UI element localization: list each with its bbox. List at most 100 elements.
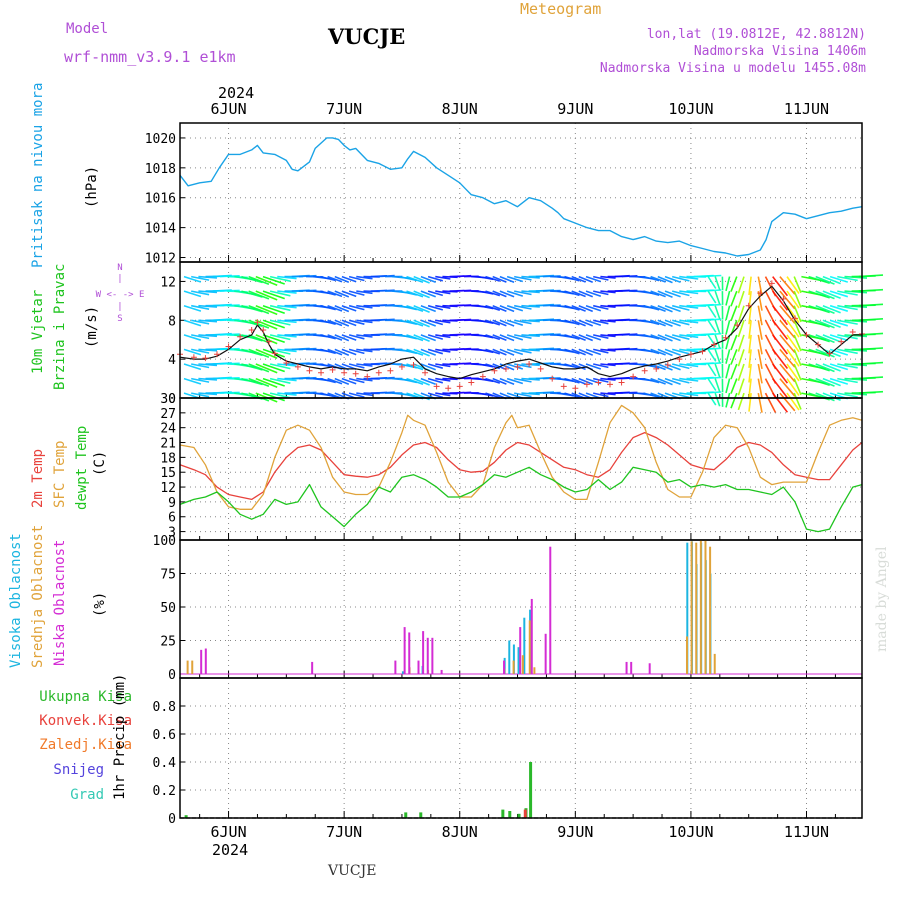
wind-arrow	[413, 275, 430, 284]
wind-arrow	[737, 290, 745, 309]
wind-arrow	[183, 275, 202, 283]
wind-arrow	[786, 392, 800, 411]
wind-gust-mark	[398, 363, 405, 370]
wind-arrow	[593, 304, 609, 310]
wind-arrow	[650, 334, 666, 342]
wind-arrow	[341, 377, 357, 385]
wind-arrow	[650, 290, 666, 298]
wind-gust-mark	[387, 367, 394, 374]
wind-arrow	[341, 348, 357, 356]
wind-gust-mark	[514, 363, 521, 370]
wind-arrow	[593, 392, 609, 398]
wind-arrow	[506, 334, 524, 341]
wind-arrow	[356, 304, 373, 309]
wind-arrow	[730, 305, 738, 322]
conv-rain-label: Konvek.Kisa	[39, 713, 132, 729]
high-cloud-bar	[686, 542, 689, 674]
wind-arrow	[837, 392, 858, 398]
wind-arrow	[664, 275, 681, 283]
wind-arrow	[672, 304, 690, 311]
wind-arrow	[435, 377, 451, 382]
wind-arrow	[191, 319, 210, 325]
wind-arrow	[730, 392, 738, 409]
wind-arrow	[499, 334, 515, 342]
wind-arrow	[585, 363, 602, 370]
wind-gust-mark	[722, 334, 729, 341]
wind-arrow	[815, 290, 835, 300]
wind-arrow	[585, 290, 602, 297]
wind-gust-mark	[260, 327, 267, 333]
wind-arrow	[334, 290, 350, 298]
wind-arrow	[341, 319, 357, 327]
high-cloud-bar	[517, 647, 520, 674]
wind-arrow	[779, 290, 796, 310]
wind-arrow	[427, 290, 444, 297]
wind-arrow	[427, 377, 444, 384]
wind-gust-mark	[838, 338, 845, 345]
wind-gust-mark	[375, 369, 382, 376]
wind-arrow	[348, 275, 365, 282]
total-rain-label: Ukupna Kisa	[39, 689, 132, 705]
compass-bar-bottom: |	[117, 302, 122, 312]
wind-arrow	[779, 348, 796, 368]
low-cloud-bar	[311, 661, 314, 674]
wind-arrow	[492, 319, 507, 327]
wind-arrow	[664, 290, 681, 298]
wind-arrow	[737, 334, 745, 352]
panel-border	[179, 122, 863, 263]
wind-gust-mark	[364, 373, 371, 380]
wind-gust-mark	[849, 328, 856, 335]
total-rain-bar	[529, 762, 533, 818]
wind-arrow	[772, 319, 789, 340]
wind-arrow	[737, 276, 745, 294]
wind-arrow	[571, 334, 586, 341]
wind-arrow	[700, 289, 722, 292]
wind-arrow	[413, 319, 430, 328]
wind-arrow	[657, 304, 673, 313]
wind-arrow	[348, 363, 365, 369]
wind-arrow	[348, 290, 365, 296]
wind-arrow	[341, 290, 357, 298]
wind-arrow	[808, 319, 830, 328]
wind-arrow	[829, 290, 849, 298]
wind-arrow	[786, 348, 800, 367]
wind-arrow	[571, 319, 586, 327]
wind-arrow	[672, 377, 690, 384]
wind-arrow	[571, 377, 586, 385]
wind-label-2: Brzina i Pravac	[52, 264, 68, 390]
mid-cloud-bar	[191, 660, 194, 674]
low-cloud-bar	[544, 633, 547, 674]
wind-arrow	[183, 290, 202, 298]
wind-arrow	[578, 290, 594, 298]
wind-arrow	[277, 290, 297, 294]
wind-arrow	[327, 334, 343, 341]
compass-we: W <- -> E	[96, 290, 145, 300]
wind-arrow	[815, 348, 835, 358]
wind-arrow	[725, 320, 731, 335]
wind-arrow	[578, 348, 594, 356]
wind-arrow	[664, 304, 681, 313]
wind-arrow	[248, 290, 270, 300]
wind-arrow	[786, 319, 800, 338]
wind-gust-mark	[213, 351, 220, 358]
temp2m-label: 2m Temp	[30, 449, 46, 508]
wind-gust-mark	[456, 383, 463, 390]
wind-arrow	[822, 275, 841, 285]
wind-arrow	[714, 305, 721, 320]
wind-arrow	[714, 276, 721, 290]
wind-arrow	[793, 349, 802, 367]
wind-gust-mark	[526, 361, 533, 367]
wind-arrow	[485, 319, 501, 326]
wind-arrow	[277, 348, 297, 353]
wind-arrow	[269, 392, 291, 399]
station-title: VUCJE	[327, 24, 405, 49]
wind-arrow	[492, 334, 507, 342]
y-tick-label: 12	[160, 481, 176, 496]
wind-arrow	[700, 347, 722, 351]
day-label-bottom: 11JUN	[784, 823, 829, 841]
wind-arrow	[183, 363, 202, 371]
wind-arrow	[829, 275, 849, 283]
wind-arrow	[757, 334, 763, 355]
wind-arrow	[435, 348, 451, 353]
